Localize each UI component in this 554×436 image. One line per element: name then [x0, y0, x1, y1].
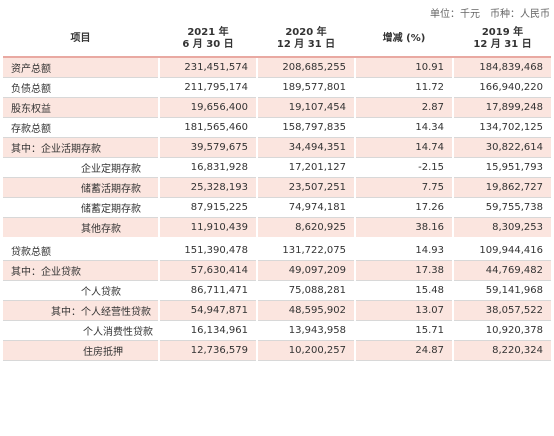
- cell-change: 38.16: [355, 217, 454, 240]
- row-label: 其中：个人经营性贷款: [3, 300, 160, 321]
- cell-2021: 181,565,460: [159, 117, 258, 138]
- cell-change: 17.26: [355, 197, 454, 218]
- cell-2020: 74,974,181: [257, 197, 356, 218]
- table-row: 存款总额 181,565,460 158,797,835 14.34 134,7…: [3, 117, 551, 138]
- cell-2021: 54,947,871: [159, 300, 258, 321]
- cell-2019: 109,944,416: [453, 237, 551, 261]
- table-row: 个人贷款 86,711,471 75,088,281 15.48 59,141,…: [3, 280, 551, 301]
- cell-2020: 10,200,257: [257, 340, 356, 361]
- cell-2021: 211,795,174: [159, 77, 258, 98]
- cell-2021: 57,630,414: [159, 260, 258, 281]
- row-label: 住房抵押: [3, 340, 160, 361]
- cell-change: 11.72: [355, 77, 454, 98]
- table-row: 股东权益 19,656,400 19,107,454 2.87 17,899,2…: [3, 97, 551, 118]
- row-label: 其中：企业贷款: [3, 260, 160, 281]
- table-row: 储蓄定期存款 87,915,225 74,974,181 17.26 59,75…: [3, 197, 551, 218]
- header-item: 项目: [3, 21, 160, 58]
- table-row: 资产总额 231,451,574 208,685,255 10.91 184,8…: [3, 57, 551, 78]
- cell-2021: 151,390,478: [159, 237, 258, 261]
- cell-2019: 59,755,738: [453, 197, 551, 218]
- table-row: 其中：企业贷款 57,630,414 49,097,209 17.38 44,7…: [3, 260, 551, 281]
- cell-2019: 8,220,324: [453, 340, 551, 361]
- header-2020-ye: 2020 年 12 月 31 日: [257, 21, 356, 58]
- header-2019-ye: 2019 年 12 月 31 日: [453, 21, 551, 58]
- cell-2019: 19,862,727: [453, 177, 551, 198]
- table-row: 贷款总额 151,390,478 131,722,075 14.93 109,9…: [3, 237, 551, 261]
- cell-change: 24.87: [355, 340, 454, 361]
- cell-2019: 166,940,220: [453, 77, 551, 98]
- row-label: 贷款总额: [3, 237, 160, 261]
- cell-change: 13.07: [355, 300, 454, 321]
- cell-change: 2.87: [355, 97, 454, 118]
- cell-change: 17.38: [355, 260, 454, 281]
- cell-2021: 16,831,928: [159, 157, 258, 178]
- cell-2020: 19,107,454: [257, 97, 356, 118]
- cell-change: 7.75: [355, 177, 454, 198]
- cell-2019: 15,951,793: [453, 157, 551, 178]
- cell-2021: 87,915,225: [159, 197, 258, 218]
- row-label: 存款总额: [3, 117, 160, 138]
- row-label: 个人贷款: [3, 280, 160, 301]
- cell-2019: 184,839,468: [453, 57, 551, 78]
- cell-2020: 131,722,075: [257, 237, 356, 261]
- table-row: 住房抵押 12,736,579 10,200,257 24.87 8,220,3…: [3, 340, 551, 361]
- cell-change: 14.34: [355, 117, 454, 138]
- cell-2019: 134,702,125: [453, 117, 551, 138]
- cell-change: 14.74: [355, 137, 454, 158]
- cell-2021: 86,711,471: [159, 280, 258, 301]
- cell-change: 10.91: [355, 57, 454, 78]
- cell-2021: 231,451,574: [159, 57, 258, 78]
- cell-2019: 38,057,522: [453, 300, 551, 321]
- row-label: 储蓄定期存款: [3, 197, 160, 218]
- table-row: 其中：个人经营性贷款 54,947,871 48,595,902 13.07 3…: [3, 300, 551, 321]
- row-label: 其中：企业活期存款: [3, 137, 160, 158]
- cell-2019: 10,920,378: [453, 320, 551, 341]
- table-row: 个人消费性贷款 16,134,961 13,943,958 15.71 10,9…: [3, 320, 551, 341]
- row-label: 资产总额: [3, 57, 160, 78]
- cell-2021: 19,656,400: [159, 97, 258, 118]
- cell-2021: 11,910,439: [159, 217, 258, 240]
- cell-2019: 30,822,614: [453, 137, 551, 158]
- header-change-pct: 增减 (%): [355, 21, 454, 58]
- cell-change: -2.15: [355, 157, 454, 178]
- cell-2021: 39,579,675: [159, 137, 258, 158]
- cell-2020: 208,685,255: [257, 57, 356, 78]
- cell-2019: 44,769,482: [453, 260, 551, 281]
- table-row: 负债总额 211,795,174 189,577,801 11.72 166,9…: [3, 77, 551, 98]
- cell-2020: 8,620,925: [257, 217, 356, 240]
- cell-2020: 75,088,281: [257, 280, 356, 301]
- cell-2021: 16,134,961: [159, 320, 258, 341]
- cell-2019: 8,309,253: [453, 217, 551, 240]
- row-label: 负债总额: [3, 77, 160, 98]
- cell-2020: 23,507,251: [257, 177, 356, 198]
- cell-2020: 13,943,958: [257, 320, 356, 341]
- table-row: 企业定期存款 16,831,928 17,201,127 -2.15 15,95…: [3, 157, 551, 178]
- cell-2020: 189,577,801: [257, 77, 356, 98]
- unit-currency-note: 单位：千元 币种：人民币: [430, 9, 550, 20]
- cell-2020: 48,595,902: [257, 300, 356, 321]
- cell-2020: 49,097,209: [257, 260, 356, 281]
- cell-change: 15.71: [355, 320, 454, 341]
- table-row: 其中：企业活期存款 39,579,675 34,494,351 14.74 30…: [3, 137, 551, 158]
- cell-change: 15.48: [355, 280, 454, 301]
- row-label: 储蓄活期存款: [3, 177, 160, 198]
- cell-2021: 25,328,193: [159, 177, 258, 198]
- cell-2020: 158,797,835: [257, 117, 356, 138]
- cell-2019: 17,899,248: [453, 97, 551, 118]
- cell-2021: 12,736,579: [159, 340, 258, 361]
- cell-change: 14.93: [355, 237, 454, 261]
- cell-2020: 17,201,127: [257, 157, 356, 178]
- row-label: 个人消费性贷款: [3, 320, 160, 341]
- row-label: 其他存款: [3, 217, 160, 240]
- row-label: 企业定期存款: [3, 157, 160, 178]
- cell-2020: 34,494,351: [257, 137, 356, 158]
- row-label: 股东权益: [3, 97, 160, 118]
- cell-2019: 59,141,968: [453, 280, 551, 301]
- table-row: 储蓄活期存款 25,328,193 23,507,251 7.75 19,862…: [3, 177, 551, 198]
- table-row: 其他存款 11,910,439 8,620,925 38.16 8,309,25…: [3, 217, 551, 240]
